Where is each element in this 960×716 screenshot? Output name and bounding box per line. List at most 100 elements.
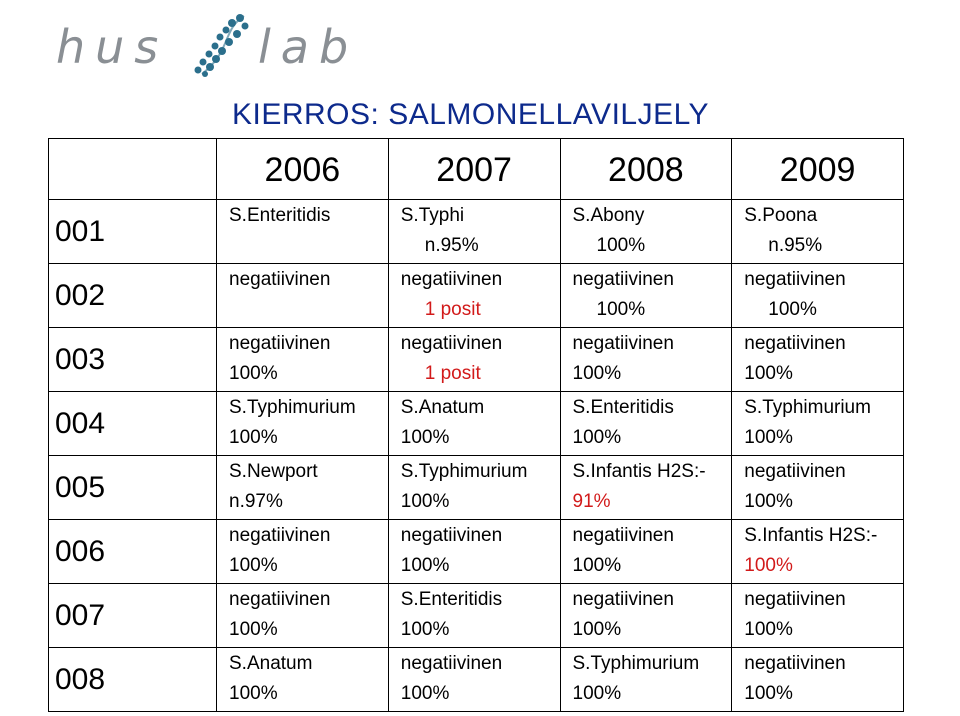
results-table: 2006 2007 2008 2009 001 S.Enteritidis S.…: [48, 138, 904, 712]
header-blank-cell: [48, 138, 217, 200]
result-cell: negatiivinen 100%: [387, 647, 561, 712]
year-header-2007: 2007: [387, 138, 561, 200]
result-cell: S.Typhimurium 100%: [731, 391, 904, 456]
year-header-2009: 2009: [731, 138, 904, 200]
result-cell: negatiivinen 100%: [216, 327, 389, 392]
result-organism: negatiivinen: [400, 333, 503, 354]
result-percent: 100%: [744, 363, 793, 384]
result-organism: S.Anatum: [400, 397, 485, 418]
result-organism: S.Typhimurium: [400, 461, 528, 482]
result-percent: 100%: [229, 683, 278, 704]
result-percent: 1 posit: [424, 363, 481, 384]
year-header-2008: 2008: [559, 138, 733, 200]
result-cell: S.Poona n.95%: [731, 199, 904, 264]
round-code: 005: [48, 455, 217, 520]
result-percent: n.97%: [229, 491, 283, 512]
result-cell: negatiivinen 100%: [731, 263, 904, 328]
result-percent: 100%: [768, 299, 817, 320]
result-percent: 100%: [744, 683, 793, 704]
result-organism: negatiivinen: [229, 269, 331, 290]
result-cell: negatiivinen 100%: [731, 455, 904, 520]
result-percent: 100%: [596, 235, 646, 256]
result-organism: negatiivinen: [744, 653, 846, 674]
table-row: 008 S.Anatum 100% negatiivinen 100% S.Ty…: [48, 647, 904, 712]
result-percent: 1 posit: [424, 299, 481, 320]
result-percent: 91%: [572, 491, 611, 512]
result-percent: 100%: [596, 299, 646, 320]
result-cell: negatiivinen: [216, 263, 389, 328]
year-header-2006: 2006: [216, 138, 389, 200]
table-row: 006 negatiivinen 100% negatiivinen 100% …: [48, 519, 904, 584]
table-row: 002 negatiivinen negatiivinen 1 posit ne…: [48, 263, 904, 328]
result-cell: S.Typhi n.95%: [387, 199, 561, 264]
result-percent: 100%: [400, 427, 450, 448]
table-row: 007 negatiivinen 100% S.Enteritidis 100%…: [48, 583, 904, 648]
result-cell: negatiivinen 100%: [731, 327, 904, 392]
dna-helix-icon: [194, 14, 249, 77]
result-cell: S.Newport n.97%: [216, 455, 389, 520]
round-code: 007: [48, 583, 217, 648]
result-percent: 100%: [400, 555, 450, 576]
logo-text-left: hus: [56, 20, 169, 74]
result-organism: S.Enteritidis: [400, 589, 503, 610]
result-percent: 100%: [400, 491, 450, 512]
result-percent: 100%: [572, 619, 622, 640]
result-percent: 100%: [744, 427, 793, 448]
result-organism: S.Typhimurium: [744, 397, 871, 418]
result-organism: negatiivinen: [400, 269, 503, 290]
table-row: 004 S.Typhimurium 100% S.Anatum 100% S.E…: [48, 391, 904, 456]
huslab-logo: hus lab: [52, 10, 382, 80]
result-cell: S.Typhimurium 100%: [559, 647, 733, 712]
result-organism: negatiivinen: [229, 333, 331, 354]
result-percent: 100%: [744, 619, 793, 640]
result-cell: S.Abony 100%: [559, 199, 733, 264]
round-code: 003: [48, 327, 217, 392]
result-organism: negatiivinen: [744, 461, 846, 482]
page-title: KIERROS: SALMONELLAVILJELY: [232, 98, 710, 131]
result-percent: 100%: [400, 683, 450, 704]
result-cell: negatiivinen 100%: [216, 519, 389, 584]
result-organism: S.Enteritidis: [572, 397, 674, 418]
result-organism: negatiivinen: [229, 525, 331, 546]
result-cell: S.Typhimurium 100%: [387, 455, 561, 520]
result-cell: S.Anatum 100%: [216, 647, 389, 712]
round-code: 008: [48, 647, 217, 712]
result-cell: S.Enteritidis 100%: [387, 583, 561, 648]
result-organism: S.Infantis H2S:-: [572, 461, 706, 482]
result-cell: negatiivinen 100%: [731, 583, 904, 648]
result-percent: 100%: [744, 491, 793, 512]
result-percent: 100%: [572, 555, 622, 576]
result-cell: negatiivinen 100%: [559, 583, 733, 648]
round-code: 004: [48, 391, 217, 456]
result-cell: negatiivinen 100%: [559, 519, 733, 584]
round-code: 002: [48, 263, 217, 328]
table-row: 005 S.Newport n.97% S.Typhimurium 100% S…: [48, 455, 904, 520]
result-organism: S.Poona: [744, 205, 818, 226]
result-cell: negatiivinen 1 posit: [387, 327, 561, 392]
result-cell: S.Enteritidis: [216, 199, 389, 264]
result-organism: S.Anatum: [229, 653, 313, 674]
result-percent: 100%: [572, 427, 622, 448]
result-cell: negatiivinen 100%: [559, 263, 733, 328]
result-cell: S.Infantis H2S:- 100%: [731, 519, 904, 584]
result-cell: negatiivinen 100%: [559, 327, 733, 392]
result-cell: S.Infantis H2S:- 91%: [559, 455, 733, 520]
round-code: 001: [48, 199, 217, 264]
result-organism: negatiivinen: [572, 589, 674, 610]
logo-text-right: lab: [258, 20, 359, 74]
result-cell: negatiivinen 100%: [731, 647, 904, 712]
result-cell: negatiivinen 100%: [387, 519, 561, 584]
result-percent: 100%: [229, 555, 278, 576]
result-organism: S.Typhimurium: [229, 397, 356, 418]
result-organism: negatiivinen: [744, 589, 846, 610]
result-percent: 100%: [229, 363, 278, 384]
result-organism: negatiivinen: [744, 269, 846, 290]
result-cell: S.Typhimurium 100%: [216, 391, 389, 456]
result-cell: S.Enteritidis 100%: [559, 391, 733, 456]
result-organism: S.Typhimurium: [572, 653, 700, 674]
table-row: 003 negatiivinen 100% negatiivinen 1 pos…: [48, 327, 904, 392]
result-cell: negatiivinen 1 posit: [387, 263, 561, 328]
result-organism: S.Typhi: [400, 205, 465, 226]
result-organism: S.Newport: [229, 461, 318, 482]
result-percent: 100%: [229, 427, 278, 448]
